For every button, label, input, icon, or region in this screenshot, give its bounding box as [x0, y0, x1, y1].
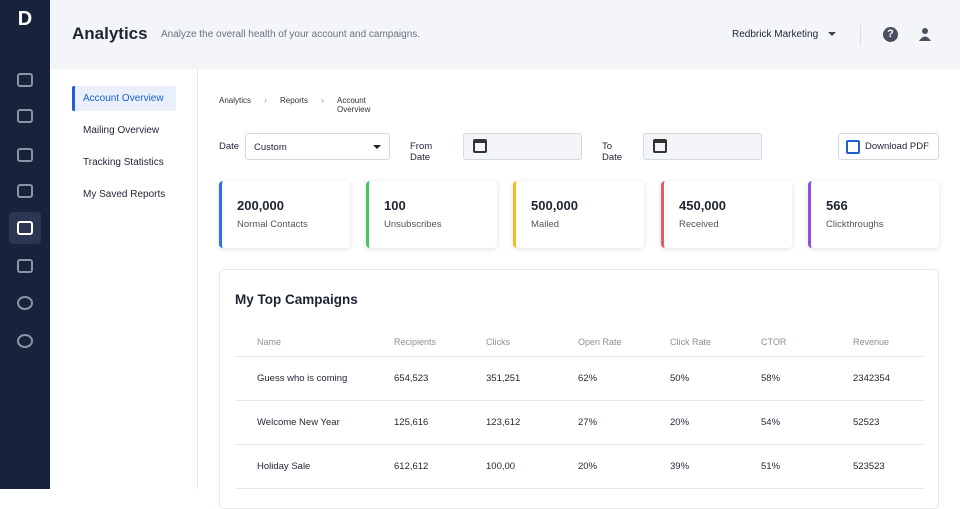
nav-item[interactable]: My Saved Reports [83, 189, 166, 200]
table-cell: 612,612 [394, 461, 429, 472]
breadcrumb-item[interactable]: Reports [280, 96, 309, 105]
calendar-icon [653, 139, 667, 153]
billing-icon[interactable] [17, 296, 33, 310]
nav-item[interactable]: Account Overview [72, 86, 176, 111]
nav-item[interactable]: Mailing Overview [83, 125, 160, 136]
active-nav-bg [9, 212, 41, 244]
table-cell: 27% [578, 417, 598, 428]
page-title: Analytics [72, 24, 148, 43]
column-header: Clicks [486, 337, 510, 347]
from-date[interactable] [463, 133, 582, 160]
campaigns-card: My Top Campaigns Name Recipients Clicks Ope… [219, 269, 939, 509]
divider [860, 25, 861, 45]
download-button[interactable]: Download PDF [838, 133, 939, 160]
user-icon[interactable] [919, 27, 931, 41]
table-cell: 523523 [853, 461, 885, 472]
row-divider [235, 400, 924, 401]
table-cell: 351,251 [486, 373, 521, 384]
date-label: Date [219, 141, 240, 152]
table-cell: Guess who is coming [257, 373, 348, 384]
table-cell: 62% [578, 373, 598, 384]
table-cell: 58% [761, 373, 781, 384]
stat-card: 100 Unsubscribes [366, 181, 497, 248]
home-icon[interactable] [17, 73, 33, 87]
table-cell: 54% [761, 417, 781, 428]
table-cell: 39% [670, 461, 690, 472]
stat-label: Unsubscribes [384, 219, 442, 230]
breadcrumb-sep: › [321, 95, 324, 105]
table-title: My Top Campaigns [235, 292, 358, 307]
to-label: To Date [602, 141, 623, 163]
row-divider [235, 356, 924, 357]
table-cell: 20% [670, 417, 690, 428]
breadcrumb-sep: › [264, 95, 267, 105]
table-cell: 100,00 [486, 461, 516, 472]
breadcrumb-item: Account Overview [337, 96, 371, 114]
column-header: Name [257, 337, 282, 347]
calendar-icon [473, 139, 487, 153]
table-cell: 2342354 [853, 373, 890, 384]
stat-value: 450,000 [679, 198, 726, 213]
download-label: Download PDF [865, 141, 929, 152]
table-cell: 125,616 [394, 417, 429, 428]
breadcrumb-item[interactable]: Analytics [219, 96, 252, 105]
header: Analytics Analyze the overall health of … [50, 0, 960, 69]
from-label: From Date [410, 141, 433, 163]
settings-icon[interactable] [17, 334, 33, 348]
caret [373, 145, 381, 153]
account-select[interactable]: Redbrick Marketing [732, 29, 819, 40]
column-header: CTOR [761, 337, 787, 347]
column-header: Click Rate [670, 337, 712, 347]
tools-icon[interactable] [17, 184, 33, 198]
nav-item[interactable]: Tracking Statistics [83, 157, 164, 168]
image-icon[interactable] [17, 259, 33, 273]
table-cell: 52523 [853, 417, 880, 428]
megaphone-icon[interactable] [17, 148, 33, 162]
stat-card: 450,000 Received [661, 181, 792, 248]
date-value: Custom [254, 142, 287, 153]
stat-value: 100 [384, 198, 406, 213]
table-cell: Holiday Sale [257, 461, 311, 472]
stat-label: Normal Contacts [237, 219, 308, 230]
table-cell: 51% [761, 461, 781, 472]
column-header: Revenue [853, 337, 890, 347]
stat-value: 500,000 [531, 198, 578, 213]
stat-label: Received [679, 219, 719, 230]
row-divider [235, 444, 924, 445]
calendar-icon[interactable] [17, 109, 33, 123]
stat-card: 566 Clickthroughs [808, 181, 939, 248]
column-header: Open Rate [578, 337, 622, 347]
column-header: Recipients [394, 337, 437, 347]
table-cell: Welcome New Year [257, 417, 340, 428]
page-subtitle: Analyze the overall health of your accou… [161, 29, 421, 40]
date-select[interactable]: Custom [245, 133, 390, 160]
table-cell: 20% [578, 461, 598, 472]
to-date[interactable] [643, 133, 762, 160]
stat-label: Mailed [531, 219, 559, 230]
help-icon[interactable]: ? [883, 27, 898, 42]
logo[interactable]: D [17, 8, 33, 30]
table-cell: 50% [670, 373, 690, 384]
stat-card: 500,000 Mailed [513, 181, 644, 248]
analytics-icon[interactable] [17, 221, 33, 235]
pdf-icon [846, 140, 860, 154]
sidebar: D [0, 0, 50, 489]
section-nav: Account Overview Mailing Overview Tracking… [50, 69, 198, 489]
caret [828, 32, 836, 40]
stat-label: Clickthroughs [826, 219, 884, 230]
stat-card: 200,000 Normal Contacts [219, 181, 350, 248]
table-cell: 654,523 [394, 373, 429, 384]
table-cell: 123,612 [486, 417, 521, 428]
stat-value: 566 [826, 198, 848, 213]
stat-value: 200,000 [237, 198, 284, 213]
